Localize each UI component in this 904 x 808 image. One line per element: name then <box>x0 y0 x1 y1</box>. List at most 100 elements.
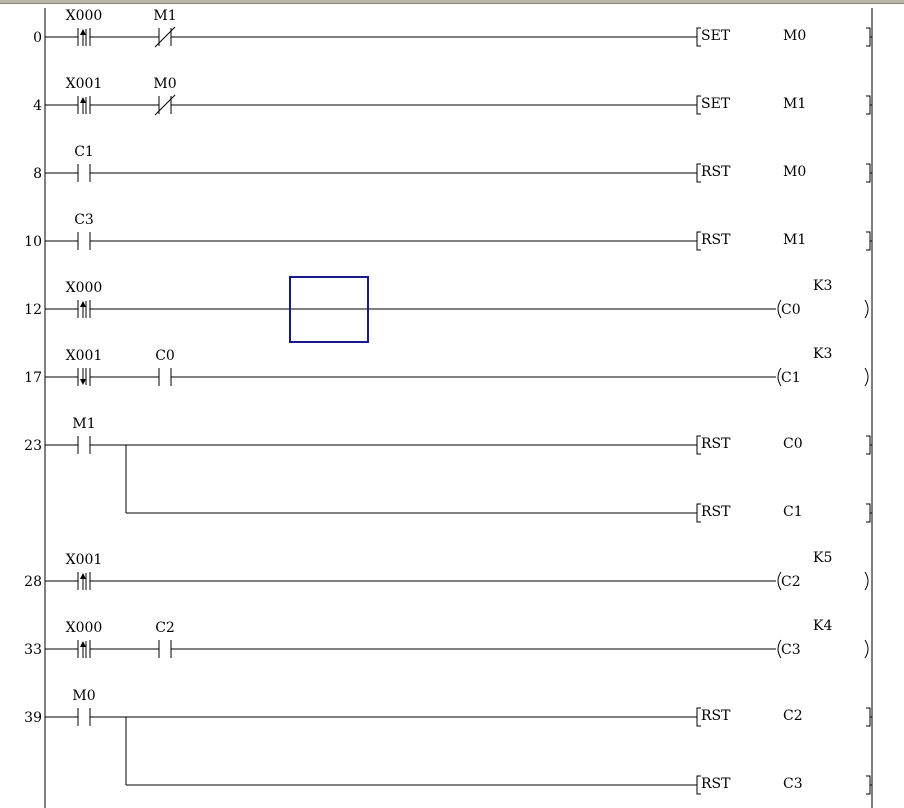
rung[interactable]: 8 C1 RST M0 <box>33 144 872 183</box>
window-top-border <box>0 0 904 4</box>
contact-rising[interactable]: X000 <box>66 620 103 658</box>
bracket-close <box>866 707 872 727</box>
rung[interactable]: 33 X000 C2 C3 K4 <box>24 618 869 659</box>
coil-close <box>864 367 869 387</box>
instruction-op: RST <box>701 232 731 248</box>
contact-rising[interactable]: X001 <box>66 76 103 114</box>
contact-rising[interactable]: X000 <box>66 280 103 318</box>
bracket-open <box>696 503 701 523</box>
contact-nc[interactable]: M1 <box>153 8 177 48</box>
contact-rising[interactable]: X000 <box>66 8 103 46</box>
contact-no[interactable]: M1 <box>72 416 96 454</box>
step-number: 33 <box>24 642 42 658</box>
contact-label: X001 <box>66 348 103 364</box>
coil-constant: K4 <box>813 618 832 634</box>
contact-label: X001 <box>66 76 103 92</box>
coil-open <box>777 367 782 387</box>
contact-label: X001 <box>66 552 103 568</box>
bracket-close <box>866 503 872 523</box>
edit-cursor[interactable] <box>289 276 369 343</box>
output-coil[interactable]: C3 K4 <box>777 618 869 659</box>
contact-label: X000 <box>66 8 103 24</box>
rung[interactable]: 4 X001 M0 SET M1 <box>33 76 872 116</box>
step-number: 8 <box>33 166 42 182</box>
contact-rising[interactable]: X001 <box>66 552 103 590</box>
contact-label: C1 <box>74 144 94 160</box>
output-instruction[interactable]: RST C0 <box>696 435 872 455</box>
rising-arrow-icon <box>80 29 86 35</box>
instruction-device: C0 <box>783 436 803 452</box>
contact-no[interactable]: C3 <box>74 212 94 250</box>
coil-constant: K5 <box>813 550 832 566</box>
step-number: 28 <box>24 574 42 590</box>
output-instruction[interactable]: SET M0 <box>696 27 872 47</box>
instruction-op: RST <box>701 708 731 724</box>
coil-device: C1 <box>781 370 801 386</box>
coil-device: C2 <box>781 574 801 590</box>
instruction-device: C3 <box>783 776 803 792</box>
step-number: 12 <box>24 302 42 318</box>
output-instruction[interactable]: SET M1 <box>696 95 872 115</box>
contact-no[interactable]: C0 <box>155 348 175 386</box>
contact-label: X000 <box>66 280 103 296</box>
nc-slash <box>154 94 176 116</box>
rung[interactable]: 39 M0 RST C2 RST C3 <box>24 688 872 795</box>
instruction-op: SET <box>701 96 731 112</box>
coil-open <box>777 639 782 659</box>
output-coil[interactable]: C1 K3 <box>777 346 869 387</box>
bracket-close <box>866 775 872 795</box>
bracket-close <box>866 231 872 251</box>
contact-label: C0 <box>155 348 175 364</box>
rung[interactable]: 12 X000 C0 K3 <box>24 278 869 319</box>
bracket-close <box>866 27 872 47</box>
instruction-device: M0 <box>783 28 806 44</box>
rung[interactable]: 28 X001 C2 K5 <box>24 550 869 591</box>
rising-arrow-icon <box>80 301 86 307</box>
bracket-close <box>866 95 872 115</box>
step-number: 23 <box>24 438 42 454</box>
output-coil[interactable]: C2 K5 <box>777 550 869 591</box>
contact-label: C3 <box>74 212 94 228</box>
output-instruction[interactable]: RST C1 <box>696 503 872 523</box>
rung[interactable]: 0 X000 M1 SET M0 <box>33 8 872 48</box>
rung[interactable]: 10 C3 RST M1 <box>24 212 872 251</box>
output-instruction[interactable]: RST C2 <box>696 707 872 727</box>
rising-arrow-icon <box>80 97 86 103</box>
contact-nc[interactable]: M0 <box>153 76 177 116</box>
contact-label: C2 <box>155 620 175 636</box>
instruction-device: M1 <box>783 96 806 112</box>
contact-no[interactable]: C2 <box>155 620 175 658</box>
coil-device: C0 <box>781 302 801 318</box>
contact-falling[interactable]: X001 <box>66 348 103 386</box>
output-instruction[interactable]: RST M0 <box>696 163 872 183</box>
output-instruction[interactable]: RST C3 <box>696 775 872 795</box>
coil-constant: K3 <box>813 278 832 294</box>
rung[interactable]: 17 X001 C0 C1 K3 <box>24 346 869 387</box>
output-coil[interactable]: C0 K3 <box>777 278 869 319</box>
instruction-op: RST <box>701 776 731 792</box>
instruction-op: RST <box>701 504 731 520</box>
rung[interactable]: 23 M1 RST C0 RST C1 <box>24 416 872 523</box>
contact-no[interactable]: M0 <box>72 688 96 726</box>
contact-label: M1 <box>72 416 95 432</box>
contact-no[interactable]: C1 <box>74 144 94 182</box>
instruction-op: SET <box>701 28 731 44</box>
coil-close <box>864 299 869 319</box>
instruction-op: RST <box>701 164 731 180</box>
step-number: 39 <box>24 710 42 726</box>
rising-arrow-icon <box>80 573 86 579</box>
instruction-device: C1 <box>783 504 803 520</box>
step-number: 17 <box>24 370 42 386</box>
coil-constant: K3 <box>813 346 832 362</box>
coil-close <box>864 639 869 659</box>
coil-device: C3 <box>781 642 801 658</box>
instruction-op: RST <box>701 436 731 452</box>
output-instruction[interactable]: RST M1 <box>696 231 872 251</box>
contact-label: M1 <box>153 8 176 24</box>
nc-slash <box>154 26 176 48</box>
bracket-open <box>696 775 701 795</box>
falling-arrow-icon <box>80 379 86 385</box>
step-number: 0 <box>33 30 42 46</box>
coil-open <box>777 299 782 319</box>
